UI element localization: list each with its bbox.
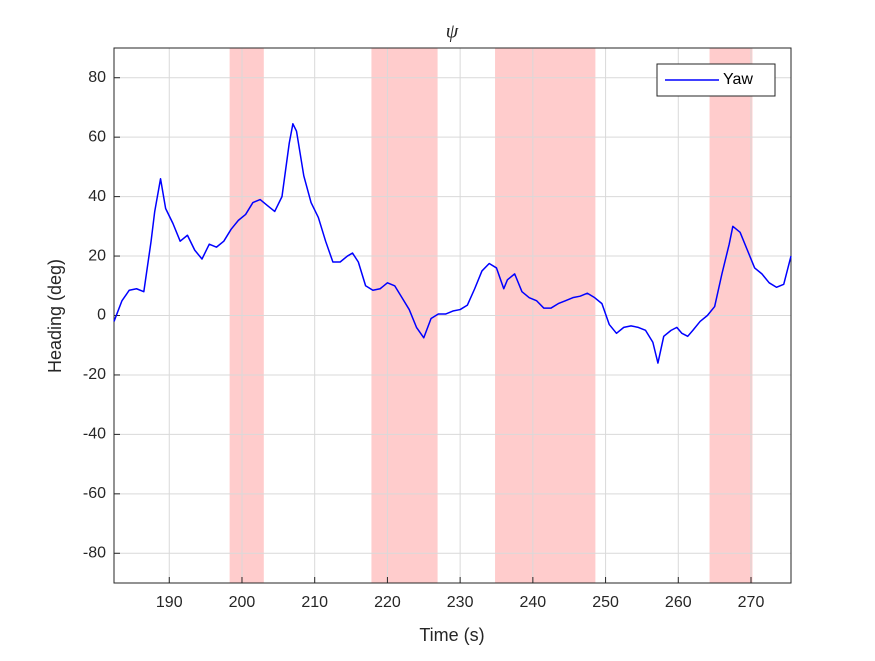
y-tick-label: 40 [88,188,106,205]
y-tick-label: -40 [83,426,106,443]
y-tick-label: -20 [83,366,106,383]
x-tick-label: 270 [738,594,765,611]
y-tick-label: 20 [88,247,106,264]
x-tick-label: 240 [520,594,547,611]
x-tick-label: 230 [447,594,474,611]
y-tick-label: 60 [88,128,106,145]
x-tick-label: 260 [665,594,692,611]
x-tick-label: 220 [374,594,401,611]
chart-title: ψ [446,21,459,43]
x-tick-label: 250 [592,594,619,611]
line-series [113,123,792,364]
x-tick-label: 190 [156,594,183,611]
y-tick-label: 0 [97,307,106,324]
x-tick-label: 210 [301,594,328,611]
y-axis-label: Heading (deg) [45,259,65,373]
x-axis-label: Time (s) [419,625,484,645]
plot-frame [113,47,792,584]
y-tick-label: -60 [83,485,106,502]
legend-label: Yaw [723,71,753,88]
x-tick-label: 200 [229,594,256,611]
y-tick-label: -80 [83,544,106,561]
y-tick-label: 80 [88,69,106,86]
